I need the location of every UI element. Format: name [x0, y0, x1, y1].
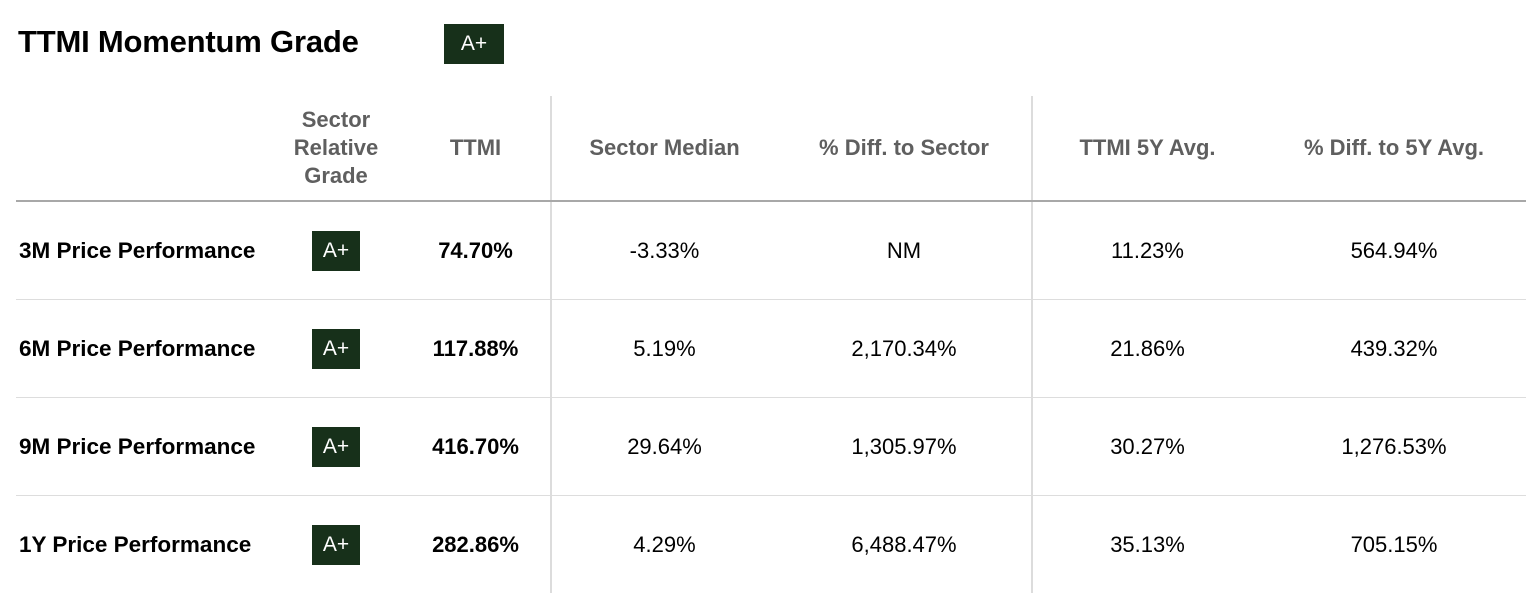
sector-median-value: 5.19% — [550, 299, 777, 398]
diff-to-5y-avg-value: 439.32% — [1262, 299, 1526, 398]
sector-grade-cell: A+ — [271, 496, 401, 594]
column-header-sector-relative-grade: Sector Relative Grade — [271, 96, 401, 202]
diff-to-5y-avg-value: 705.15% — [1350, 531, 1438, 557]
sector-median-value: 29.64% — [550, 397, 777, 496]
grade-badge: A+ — [312, 426, 360, 467]
ttmi-5y-avg-value: 11.23% — [1031, 201, 1262, 300]
ttmi-5y-avg-value: 30.27% — [1031, 397, 1262, 496]
column-header-diff-to-sector: % Diff. to Sector — [777, 96, 1032, 202]
column-header-sector-median: Sector Median — [550, 96, 777, 202]
diff-to-5y-avg-value: 1,276.53% — [1262, 397, 1526, 496]
diff-to-sector-value: 2,170.34% — [777, 299, 1032, 398]
grade-badge: A+ — [312, 230, 360, 271]
table-row: 1Y Price Performance A+ 282.86% 4.29% 6,… — [16, 495, 1526, 594]
column-header-ttmi-5y-avg: TTMI 5Y Avg. — [1031, 96, 1262, 202]
diff-to-sector-value: 1,305.97% — [777, 397, 1032, 496]
overall-grade-badge: A+ — [444, 24, 504, 64]
page-title: TTMI Momentum Grade — [18, 24, 359, 59]
table-row: 9M Price Performance A+ 416.70% 29.64% 1… — [16, 397, 1526, 496]
ttmi-value: 74.70% — [401, 201, 551, 300]
sector-median-value: -3.33% — [550, 201, 777, 300]
diff-to-sector-value: 6,488.47% — [851, 531, 957, 557]
diff-to-5y-avg-value: 564.94% — [1262, 201, 1526, 300]
sector-median-value: 4.29% — [550, 495, 777, 593]
sector-grade-cell: A+ — [271, 397, 401, 496]
grade-badge: A+ — [312, 524, 360, 565]
table-row: 6M Price Performance A+ 117.88% 5.19% 2,… — [16, 299, 1526, 398]
diff-to-sector-value: NM — [777, 201, 1032, 300]
column-header-metric — [16, 96, 271, 202]
column-header-ttmi: TTMI — [401, 96, 551, 202]
momentum-header: TTMI Momentum Grade A+ — [18, 20, 504, 64]
column-header-diff-to-5y-avg: % Diff. to 5Y Avg. — [1262, 96, 1526, 202]
momentum-table: Sector Relative Grade TTMI Sector Median… — [16, 96, 1526, 593]
momentum-table-container: Sector Relative Grade TTMI Sector Median… — [16, 96, 1526, 593]
grade-badge: A+ — [312, 328, 360, 369]
table-row: 3M Price Performance A+ 74.70% -3.33% NM… — [16, 201, 1526, 300]
sector-grade-cell: A+ — [271, 201, 401, 300]
table-header-row: Sector Relative Grade TTMI Sector Median… — [16, 96, 1526, 202]
row-label: 1Y Price Performance — [19, 531, 252, 557]
ttmi-value: 282.86% — [432, 531, 519, 557]
ttmi-value: 416.70% — [401, 397, 551, 496]
ttmi-value: 117.88% — [401, 299, 551, 398]
row-label: 9M Price Performance — [16, 397, 271, 496]
ttmi-5y-avg-value: 35.13% — [1031, 495, 1262, 593]
sector-grade-cell: A+ — [271, 299, 401, 398]
row-label: 3M Price Performance — [16, 201, 271, 300]
ttmi-5y-avg-value: 21.86% — [1031, 299, 1262, 398]
row-label: 6M Price Performance — [16, 299, 271, 398]
